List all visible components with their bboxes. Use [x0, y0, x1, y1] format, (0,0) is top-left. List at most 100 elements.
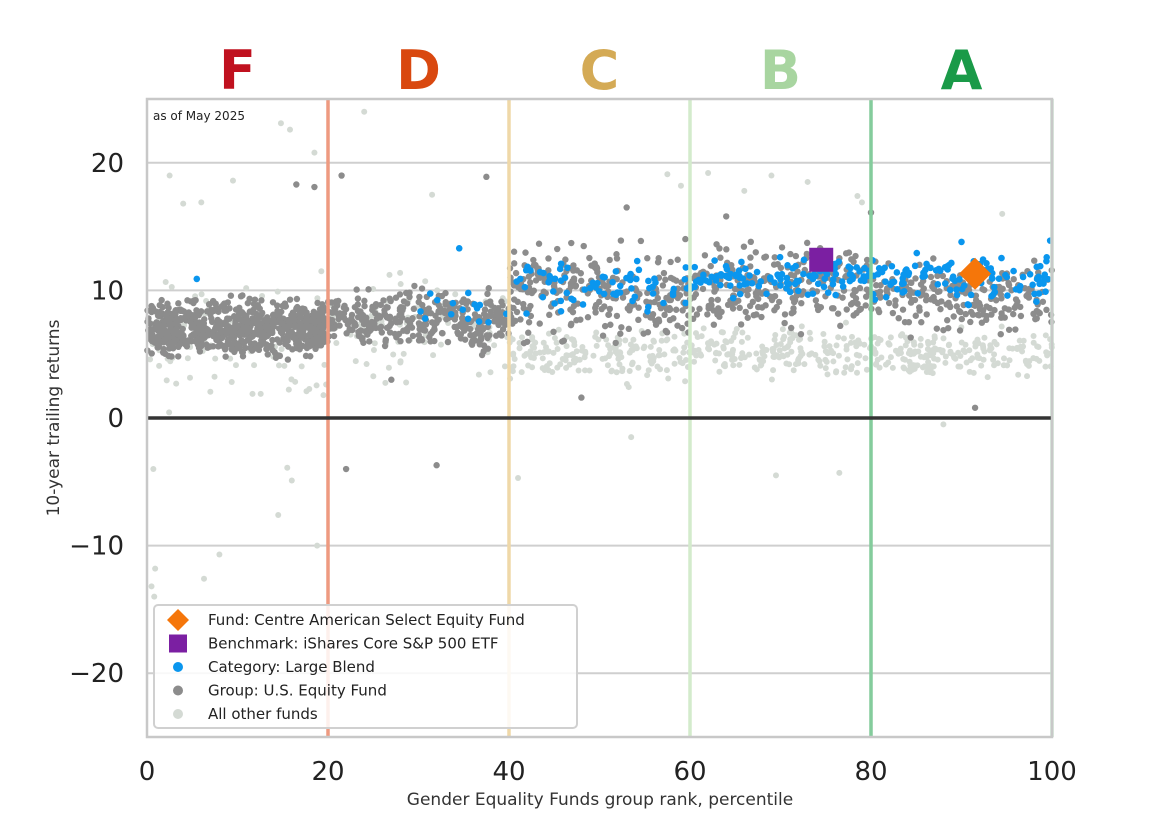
data-point [656, 346, 663, 353]
data-point [783, 360, 790, 367]
data-point [573, 317, 580, 324]
data-point [788, 310, 795, 317]
data-point [370, 286, 377, 293]
data-point [476, 301, 484, 309]
data-point [406, 293, 413, 301]
data-point [729, 348, 736, 355]
data-point [747, 238, 755, 246]
data-point [1030, 332, 1037, 339]
data-point [369, 306, 376, 314]
data-point [905, 269, 913, 277]
data-point [949, 273, 957, 280]
data-point [633, 275, 640, 283]
data-point [958, 315, 965, 323]
data-point [842, 250, 850, 257]
data-point [168, 326, 175, 334]
data-point [744, 314, 751, 321]
x-tick-label: 100 [1027, 757, 1077, 787]
data-point [458, 298, 466, 306]
data-point [293, 181, 300, 188]
data-point [737, 321, 745, 328]
data-point [495, 321, 502, 329]
data-point [478, 351, 486, 359]
data-point [501, 363, 508, 370]
data-point [244, 299, 252, 307]
data-point [1002, 271, 1009, 279]
data-point [647, 343, 654, 350]
data-point [284, 356, 292, 363]
data-point [682, 235, 689, 243]
data-point [854, 369, 861, 376]
data-point [319, 309, 326, 316]
y-tick-label: 0 [107, 404, 124, 434]
data-point [708, 301, 715, 309]
data-point [846, 270, 854, 278]
data-point [464, 306, 471, 313]
data-point [191, 331, 198, 338]
data-point [289, 334, 297, 341]
x-tick-labels: 0 20 40 60 80 100 [139, 757, 1077, 787]
data-point [251, 296, 259, 303]
data-point [998, 295, 1005, 302]
data-point [451, 316, 459, 323]
data-point [714, 311, 721, 318]
data-point [889, 309, 897, 317]
data-point [950, 313, 957, 320]
data-point [901, 318, 909, 326]
data-point [277, 329, 285, 336]
data-point [656, 352, 663, 359]
data-point [736, 361, 743, 368]
data-point [930, 293, 937, 301]
data-point [804, 291, 812, 298]
data-point [388, 320, 395, 327]
data-point [806, 329, 813, 336]
data-point [787, 324, 795, 332]
data-point [873, 360, 880, 367]
data-point [902, 356, 909, 363]
data-point [960, 282, 968, 289]
y-axis-title: 10-year trailing returns [44, 319, 64, 516]
data-point [658, 337, 665, 344]
data-point [354, 295, 362, 302]
data-point [864, 272, 871, 280]
data-point [301, 332, 308, 339]
data-point [777, 282, 784, 289]
data-point [963, 359, 970, 366]
data-point [902, 342, 909, 349]
data-point [724, 351, 731, 358]
data-point [520, 300, 527, 308]
data-point [757, 278, 765, 285]
data-point [626, 367, 633, 374]
legend-label: Fund: Centre American Select Equity Fund [208, 611, 525, 629]
data-point [738, 338, 745, 345]
data-point [572, 282, 580, 289]
data-point [237, 293, 245, 300]
data-point [1004, 292, 1011, 299]
legend-swatch [173, 662, 183, 672]
data-point [570, 302, 578, 310]
data-point [181, 314, 188, 321]
data-point [844, 356, 851, 363]
data-point [151, 593, 158, 600]
data-point [1036, 309, 1043, 317]
data-point [208, 315, 215, 322]
data-point [258, 297, 265, 304]
data-point [885, 359, 892, 366]
data-point [945, 324, 952, 332]
data-point [929, 283, 936, 290]
data-point [249, 390, 256, 397]
data-point [895, 314, 902, 322]
data-point [362, 328, 369, 335]
data-point [779, 326, 786, 333]
grade-label: B [760, 39, 801, 102]
data-point [773, 303, 780, 311]
data-point [736, 282, 744, 289]
grade-label: C [580, 39, 620, 102]
data-point [893, 269, 901, 276]
data-point [940, 335, 947, 342]
data-point [206, 301, 213, 308]
data-point [801, 361, 808, 368]
data-point [671, 360, 678, 367]
data-point [568, 352, 575, 359]
